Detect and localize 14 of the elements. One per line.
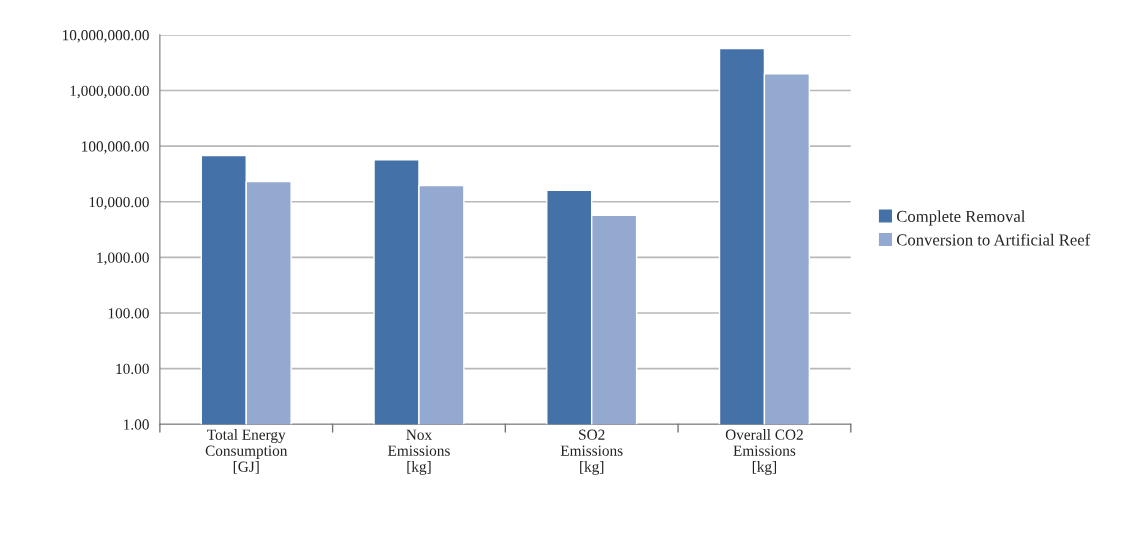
y-tick-label: 1.00	[124, 419, 149, 430]
x-tick-label: SO2 Emissions [kg]	[560, 429, 623, 475]
y-tick-label: 100.00	[108, 308, 149, 319]
x-tick-label: Nox Emissions [kg]	[388, 429, 450, 475]
legend-label: Complete Removal	[896, 210, 1026, 226]
y-tick-label: 1,000,000.00	[70, 85, 149, 99]
y-tick-label: 10,000,000.00	[62, 30, 149, 43]
y-tick-label: 10.00	[116, 363, 149, 375]
legend-label: Conversion to Artificial Reef	[896, 233, 1091, 246]
y-tick-label: 10,000.00	[89, 196, 149, 210]
y-tick-label: 1,000.00	[97, 252, 149, 266]
y-tick-label: 100,000.00	[82, 141, 149, 154]
x-tick-label: Total Energy Consumption [GJ]	[205, 429, 288, 474]
x-tick-label: Overall CO2 Emissions [kg]	[725, 429, 803, 475]
